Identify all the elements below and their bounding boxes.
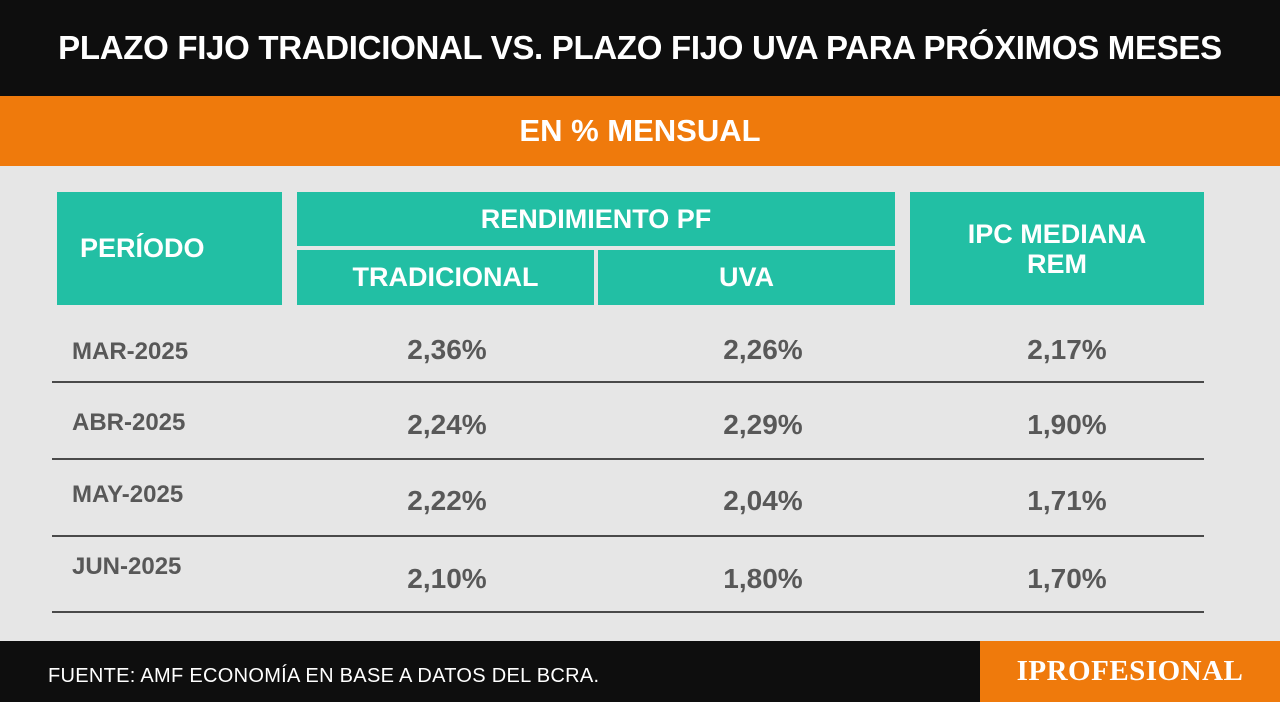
- source-note: FUENTE: AMF ECONOMÍA EN BASE A DATOS DEL…: [48, 665, 600, 687]
- cell-uva: 2,29%: [723, 409, 803, 440]
- row-period: MAR-2025: [72, 338, 189, 365]
- row-period: JUN-2025: [72, 553, 182, 580]
- header-ipc-line1: IPC MEDIANA: [967, 218, 1147, 249]
- header-period: PERÍODO: [57, 192, 282, 305]
- header-tradicional-label: TRADICIONAL: [352, 262, 539, 292]
- header-tradicional: TRADICIONAL: [297, 250, 594, 305]
- brand-logo: IPROFESIONAL: [980, 641, 1280, 702]
- cell-tradicional: 2,22%: [407, 485, 487, 516]
- cell-uva: 2,26%: [723, 334, 803, 365]
- cell-tradicional: 2,24%: [407, 409, 487, 440]
- subtitle-bar: EN % MENSUAL: [0, 96, 1280, 166]
- header-rendimiento-label: RENDIMIENTO PF: [480, 203, 712, 234]
- row-divider: [52, 535, 1204, 537]
- header-rendimiento: RENDIMIENTO PF: [297, 192, 895, 246]
- cell-uva: 2,04%: [723, 485, 803, 516]
- header-ipc: IPC MEDIANA REM: [910, 192, 1204, 305]
- cell-ipc: 1,70%: [1027, 563, 1107, 594]
- cell-ipc: 2,17%: [1027, 334, 1107, 365]
- row-period: ABR-2025: [72, 409, 186, 436]
- cell-tradicional: 2,36%: [407, 334, 487, 365]
- row-divider: [52, 458, 1204, 460]
- header-ipc-line2: REM: [1027, 248, 1087, 279]
- header-uva-label: UVA: [718, 262, 774, 292]
- row-divider: [52, 381, 1204, 383]
- brand-logo-text: IPROFESIONAL: [1016, 655, 1244, 687]
- page-subtitle: EN % MENSUAL: [519, 113, 761, 148]
- footer: FUENTE: AMF ECONOMÍA EN BASE A DATOS DEL…: [0, 641, 1280, 702]
- page-title: PLAZO FIJO TRADICIONAL VS. PLAZO FIJO UV…: [58, 29, 1222, 66]
- cell-ipc: 1,71%: [1027, 485, 1107, 516]
- cell-uva: 1,80%: [723, 563, 803, 594]
- cell-tradicional: 2,10%: [407, 563, 487, 594]
- header-uva: UVA: [598, 250, 895, 305]
- header-period-label: PERÍODO: [80, 233, 205, 263]
- row-period: MAY-2025: [72, 481, 184, 508]
- row-divider: [52, 611, 1204, 613]
- title-bar: PLAZO FIJO TRADICIONAL VS. PLAZO FIJO UV…: [0, 0, 1280, 96]
- cell-ipc: 1,90%: [1027, 409, 1107, 440]
